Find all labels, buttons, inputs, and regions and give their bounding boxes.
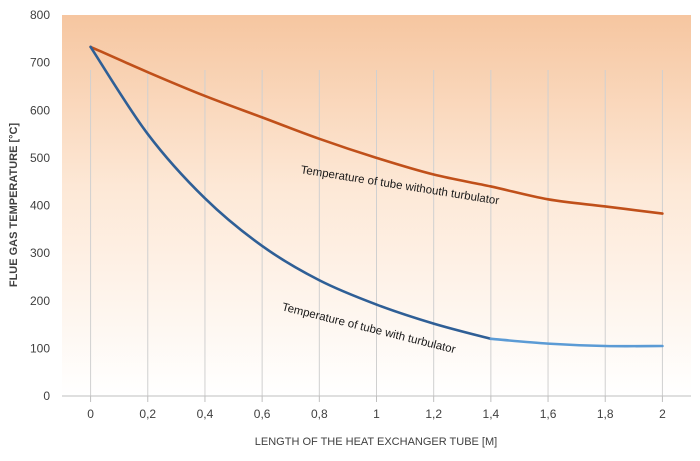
x-tick-labels: 0 0,2 0,4 0,6 0,8 1 1,2 1,4 1,6 1,8 2	[87, 407, 666, 421]
y-axis-title: FLUE GAS TEMPERATURE [°C]	[8, 123, 20, 288]
x-tick-label: 0,4	[197, 407, 214, 421]
series-group	[89, 45, 664, 348]
x-tick-label: 0	[87, 407, 94, 421]
y-tick-label: 500	[30, 151, 50, 165]
y-tick-label: 100	[30, 341, 50, 355]
x-tick-label: 1,4	[483, 407, 500, 421]
y-tick-label: 0	[43, 389, 50, 403]
x-tick-label: 1,2	[425, 407, 442, 421]
series-line-with-turbulator	[89, 45, 493, 341]
y-tick-label: 400	[30, 199, 50, 213]
x-tick-label: 0,2	[139, 407, 156, 421]
y-tick-label: 600	[30, 103, 50, 117]
x-tick-label: 0,8	[311, 407, 328, 421]
x-tick-label: 2	[659, 407, 666, 421]
x-tick-label: 1,8	[597, 407, 614, 421]
y-tick-label: 700	[30, 56, 50, 70]
y-tick-label: 800	[30, 8, 50, 22]
y-tick-labels: 0 100 200 300 400 500 600 700 800	[30, 8, 50, 403]
y-tick-label: 200	[30, 294, 50, 308]
x-tick-label: 1	[373, 407, 380, 421]
y-tick-label: 300	[30, 246, 50, 260]
x-tick-label: 1,6	[540, 407, 557, 421]
gridlines	[90, 70, 663, 402]
series-line-without-turbulator	[89, 45, 664, 215]
x-tick-label: 0,6	[254, 407, 271, 421]
x-axis-title: LENGTH OF THE HEAT EXCHANGER TUBE [M]	[255, 436, 497, 448]
series-line-with-turbulator-tail	[489, 337, 664, 348]
